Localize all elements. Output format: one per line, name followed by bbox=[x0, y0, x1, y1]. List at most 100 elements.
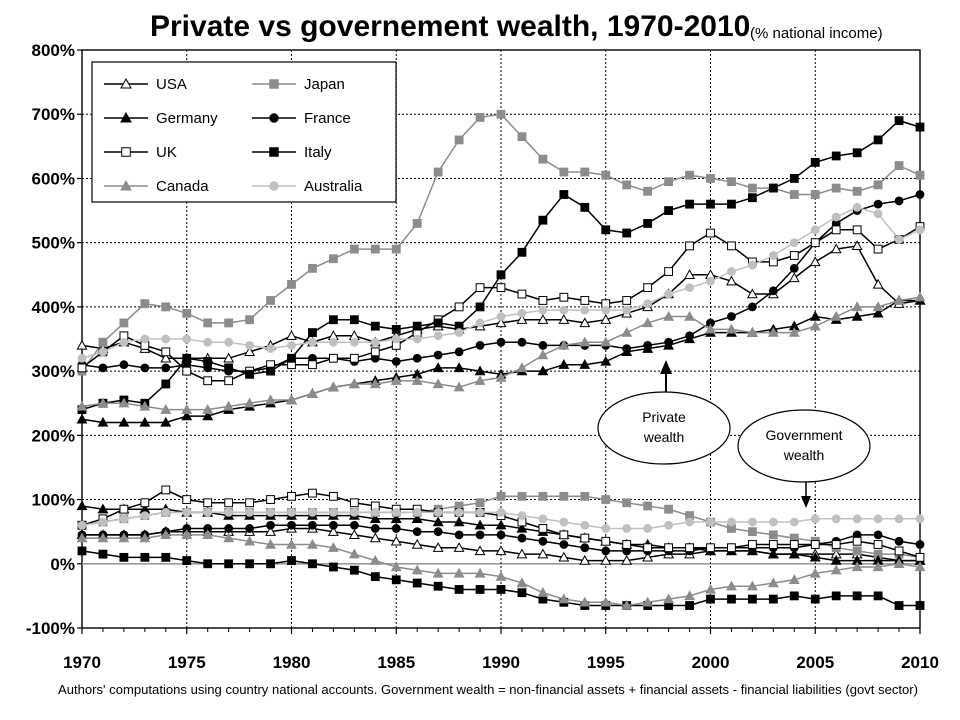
data-point bbox=[328, 353, 338, 363]
data-point bbox=[893, 558, 905, 568]
data-point bbox=[433, 581, 443, 591]
data-point bbox=[496, 585, 506, 594]
data-point bbox=[894, 546, 904, 556]
data-point bbox=[223, 400, 235, 411]
data-point bbox=[580, 305, 590, 315]
data-point bbox=[852, 546, 862, 556]
private-wealth-label-line2: wealth bbox=[643, 429, 684, 445]
data-point bbox=[706, 594, 715, 604]
data-point bbox=[161, 302, 171, 312]
data-point bbox=[269, 79, 279, 89]
data-point bbox=[98, 549, 108, 559]
data-point bbox=[98, 337, 108, 347]
data-point bbox=[643, 524, 653, 533]
data-point bbox=[580, 543, 590, 553]
data-point bbox=[308, 520, 317, 530]
data-point bbox=[475, 283, 485, 293]
data-point bbox=[160, 529, 172, 540]
data-point bbox=[245, 524, 255, 533]
data-point bbox=[642, 317, 654, 328]
data-point bbox=[266, 296, 275, 305]
data-point bbox=[538, 536, 548, 546]
data-point bbox=[873, 591, 883, 601]
data-point bbox=[203, 559, 213, 569]
data-point bbox=[245, 498, 255, 508]
data-point bbox=[642, 551, 654, 562]
data-point bbox=[643, 218, 653, 228]
data-point bbox=[517, 533, 527, 543]
government-wealth-label-line1: Government bbox=[765, 427, 842, 443]
data-point bbox=[97, 397, 109, 408]
data-point bbox=[349, 315, 359, 325]
data-point bbox=[140, 511, 150, 521]
data-point bbox=[433, 167, 443, 177]
data-point bbox=[830, 310, 842, 321]
data-point bbox=[810, 540, 820, 549]
data-point bbox=[894, 116, 904, 126]
government-wealth-label-line2: wealth bbox=[783, 447, 824, 463]
y-tick-label: 100% bbox=[32, 491, 75, 510]
data-point bbox=[622, 344, 632, 354]
data-point bbox=[411, 375, 423, 385]
data-point bbox=[348, 529, 360, 540]
data-point bbox=[244, 535, 256, 546]
data-point bbox=[496, 312, 506, 321]
data-point bbox=[432, 378, 444, 389]
data-point bbox=[328, 520, 338, 530]
data-point bbox=[224, 376, 234, 386]
data-point bbox=[97, 503, 109, 514]
data-point bbox=[559, 292, 569, 302]
data-point bbox=[245, 507, 255, 517]
data-point bbox=[203, 498, 213, 508]
data-point bbox=[245, 341, 255, 350]
data-point bbox=[76, 339, 88, 350]
data-point bbox=[118, 397, 130, 408]
data-point bbox=[245, 315, 255, 325]
series-private-canada bbox=[76, 291, 926, 414]
data-point bbox=[664, 504, 674, 514]
data-point bbox=[538, 341, 548, 350]
legend-entry-japan: Japan bbox=[252, 76, 345, 93]
data-point bbox=[727, 517, 736, 527]
data-point bbox=[873, 244, 883, 254]
data-point bbox=[182, 353, 192, 363]
data-point bbox=[454, 347, 464, 357]
data-point bbox=[496, 337, 506, 347]
data-point bbox=[516, 522, 528, 533]
data-point bbox=[517, 247, 527, 257]
data-point bbox=[495, 371, 507, 382]
data-point bbox=[914, 561, 926, 572]
data-point bbox=[558, 359, 570, 369]
data-point bbox=[119, 504, 129, 514]
data-point bbox=[894, 514, 904, 524]
data-point bbox=[182, 308, 192, 318]
data-point bbox=[685, 283, 694, 293]
data-point bbox=[810, 514, 820, 524]
data-point bbox=[265, 394, 276, 405]
data-point bbox=[831, 540, 841, 549]
data-point bbox=[664, 267, 674, 276]
data-point bbox=[664, 520, 674, 530]
series-government-australia bbox=[77, 507, 925, 533]
data-point bbox=[119, 514, 129, 524]
data-point bbox=[538, 491, 548, 501]
data-point bbox=[579, 336, 591, 347]
data-point bbox=[789, 517, 799, 527]
data-point bbox=[98, 517, 108, 527]
data-point bbox=[768, 517, 778, 527]
data-point bbox=[265, 526, 276, 536]
data-point bbox=[727, 594, 736, 604]
data-point bbox=[558, 593, 570, 604]
data-point bbox=[852, 591, 862, 601]
data-point bbox=[664, 543, 674, 553]
data-point bbox=[76, 400, 88, 411]
data-point bbox=[538, 524, 548, 533]
data-point bbox=[601, 305, 611, 315]
government-arrowhead bbox=[801, 496, 811, 508]
data-point bbox=[664, 289, 674, 299]
data-point bbox=[203, 376, 213, 386]
data-point bbox=[139, 532, 151, 543]
data-point bbox=[831, 183, 841, 193]
data-point bbox=[475, 318, 485, 328]
data-point bbox=[286, 330, 297, 340]
